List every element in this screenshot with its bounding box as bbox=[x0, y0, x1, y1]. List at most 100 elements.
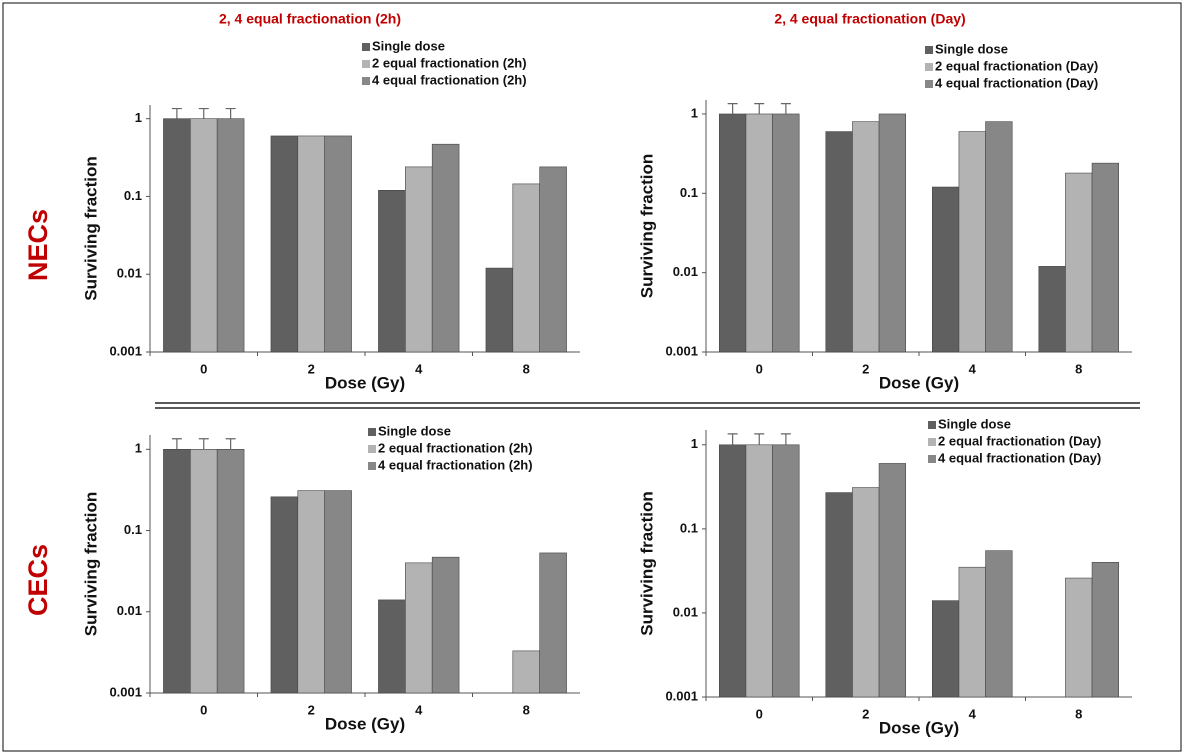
bar bbox=[1065, 577, 1093, 698]
legend-label: Single dose bbox=[372, 38, 445, 53]
x-tick-label: 0 bbox=[200, 702, 207, 717]
bar bbox=[378, 599, 406, 694]
bar bbox=[163, 118, 191, 353]
legend-label: Single dose bbox=[378, 423, 451, 438]
bar bbox=[431, 143, 460, 353]
x-tick-label: 0 bbox=[756, 706, 763, 721]
error-bar bbox=[754, 103, 765, 114]
bar bbox=[825, 492, 853, 698]
bar bbox=[324, 490, 352, 694]
bar bbox=[270, 135, 299, 353]
legend-swatch bbox=[368, 462, 376, 470]
y-tick-label: 0.01 bbox=[117, 266, 142, 281]
error-bar bbox=[727, 103, 738, 114]
bar bbox=[512, 183, 540, 353]
y-axis-label: Surviving fraction bbox=[81, 492, 100, 637]
y-tick-label: 0.001 bbox=[109, 684, 142, 699]
chart-title: 2, 4 equal fractionation (2h) bbox=[219, 11, 401, 27]
x-tick-label: 2 bbox=[862, 361, 869, 376]
bar bbox=[1091, 162, 1119, 353]
legend-swatch bbox=[368, 445, 376, 453]
x-tick-label: 0 bbox=[200, 361, 207, 376]
bar bbox=[512, 650, 540, 694]
y-tick-label: 0.001 bbox=[665, 343, 698, 358]
legend-swatch bbox=[362, 60, 370, 68]
bar bbox=[958, 131, 986, 353]
bar bbox=[1065, 172, 1093, 353]
y-tick-label: 0.1 bbox=[680, 520, 698, 535]
bar bbox=[405, 166, 433, 353]
x-tick-label: 4 bbox=[415, 361, 423, 376]
bar bbox=[719, 444, 747, 698]
y-tick-label: 1 bbox=[691, 105, 698, 120]
bar bbox=[985, 550, 1013, 698]
legend-swatch bbox=[928, 421, 936, 429]
y-tick-label: 1 bbox=[135, 441, 142, 456]
legend-swatch bbox=[925, 46, 933, 54]
bar bbox=[163, 449, 191, 694]
legend-label: 2 equal fractionation (2h) bbox=[378, 440, 533, 455]
y-axis-label: Surviving fraction bbox=[637, 491, 656, 636]
bar bbox=[431, 556, 460, 694]
y-tick-label: 0.01 bbox=[673, 604, 698, 619]
bar bbox=[485, 267, 514, 353]
bar bbox=[878, 113, 906, 353]
y-tick-label: 0.001 bbox=[109, 343, 142, 358]
x-axis-label: Dose (Gy) bbox=[879, 373, 959, 392]
y-tick-label: 0.1 bbox=[124, 522, 142, 537]
x-tick-label: 8 bbox=[523, 361, 530, 376]
bar bbox=[932, 600, 960, 698]
bar bbox=[190, 449, 218, 694]
bar bbox=[852, 121, 880, 353]
x-tick-label: 4 bbox=[969, 361, 977, 376]
bar bbox=[270, 496, 299, 694]
error-bar bbox=[198, 107, 209, 119]
legend-label: Single dose bbox=[935, 41, 1008, 56]
x-tick-label: 2 bbox=[862, 706, 869, 721]
error-bar bbox=[727, 433, 738, 445]
bar bbox=[378, 190, 406, 353]
x-tick-label: 2 bbox=[308, 702, 315, 717]
y-tick-label: 1 bbox=[135, 110, 142, 125]
y-tick-label: 0.01 bbox=[673, 264, 698, 279]
bar bbox=[297, 135, 325, 353]
y-tick-label: 0.1 bbox=[680, 185, 698, 200]
legend-label: 4 equal fractionation (Day) bbox=[935, 75, 1098, 90]
error-bar bbox=[171, 107, 182, 119]
error-bar bbox=[198, 438, 209, 450]
x-axis-label: Dose (Gy) bbox=[879, 718, 959, 737]
error-bar bbox=[225, 107, 236, 119]
error-bar bbox=[171, 438, 182, 450]
legend-swatch bbox=[362, 43, 370, 51]
legend-label: Single dose bbox=[938, 416, 1011, 431]
bar bbox=[985, 121, 1013, 353]
legend-label: 2 equal fractionation (Day) bbox=[935, 58, 1098, 73]
error-bar bbox=[754, 433, 765, 445]
x-tick-label: 2 bbox=[308, 361, 315, 376]
y-axis-label: Surviving fraction bbox=[81, 156, 100, 301]
error-bar bbox=[780, 103, 791, 114]
legend-swatch bbox=[925, 80, 933, 88]
bar bbox=[745, 444, 773, 698]
x-axis-label: Dose (Gy) bbox=[325, 714, 405, 733]
legend-swatch bbox=[368, 428, 376, 436]
y-tick-label: 0.1 bbox=[124, 188, 142, 203]
error-bar bbox=[225, 438, 236, 450]
bar bbox=[539, 552, 567, 694]
bar bbox=[539, 166, 567, 353]
x-tick-label: 4 bbox=[415, 702, 423, 717]
bar bbox=[719, 113, 747, 353]
bar bbox=[297, 490, 325, 694]
x-tick-label: 4 bbox=[969, 706, 977, 721]
legend-swatch bbox=[925, 63, 933, 71]
x-tick-label: 8 bbox=[1075, 706, 1082, 721]
bar bbox=[772, 444, 800, 698]
legend-label: 4 equal fractionation (Day) bbox=[938, 450, 1101, 465]
x-tick-label: 0 bbox=[756, 361, 763, 376]
error-bar bbox=[780, 433, 791, 445]
legend-label: 2 equal fractionation (Day) bbox=[938, 433, 1101, 448]
bar bbox=[745, 113, 773, 353]
x-axis-label: Dose (Gy) bbox=[325, 373, 405, 392]
